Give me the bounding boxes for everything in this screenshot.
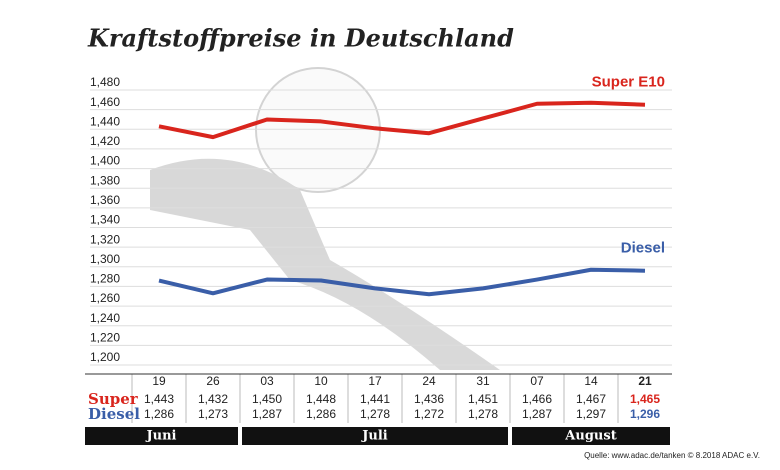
y-tick-label: 1,400 <box>90 154 120 168</box>
month-bar <box>85 427 238 445</box>
month-label: August <box>564 429 616 444</box>
month-label: Juli <box>361 429 388 444</box>
value-label: 1,441 <box>360 392 390 406</box>
y-tick-label: 1,340 <box>90 213 120 227</box>
value-label: 1,297 <box>576 407 606 421</box>
y-tick-label: 1,280 <box>90 272 120 286</box>
value-label: 1,278 <box>360 407 390 421</box>
value-label: 1,448 <box>306 392 336 406</box>
y-tick-label: 1,200 <box>90 350 120 364</box>
value-label: 1,287 <box>522 407 552 421</box>
pump-illustration <box>150 67 500 370</box>
series-line <box>158 100 646 140</box>
series-label: Diesel <box>621 240 665 257</box>
chart-title: Kraftstoffpreise in Deutschland <box>87 24 514 53</box>
x-tick-label: 31 <box>476 374 490 388</box>
y-tick-label: 1,360 <box>90 193 120 207</box>
series-label: Super E10 <box>592 74 665 91</box>
y-tick-label: 1,480 <box>90 75 120 89</box>
source: Quelle: www.adac.de/tanken © 8.2018 ADAC… <box>584 451 760 460</box>
y-tick-label: 1,420 <box>90 134 120 148</box>
value-label: 1,465 <box>630 392 660 406</box>
value-label: 1,436 <box>414 392 444 406</box>
month-label: Juni <box>146 429 177 444</box>
row-label: Super <box>88 390 139 408</box>
x-tick-label: 14 <box>584 374 598 388</box>
value-label: 1,450 <box>252 392 282 406</box>
value-label: 1,443 <box>144 392 174 406</box>
value-label: 1,451 <box>468 392 498 406</box>
y-tick-label: 1,240 <box>90 311 120 325</box>
value-label: 1,272 <box>414 407 444 421</box>
value-label: 1,467 <box>576 392 606 406</box>
month-bar <box>242 427 508 445</box>
x-tick-label: 17 <box>368 374 382 388</box>
x-tick-label: 21 <box>638 374 652 388</box>
y-tick-label: 1,380 <box>90 173 120 187</box>
y-tick-label: 1,460 <box>90 95 120 109</box>
y-tick-label: 1,320 <box>90 232 120 246</box>
value-label: 1,432 <box>198 392 228 406</box>
x-tick-label: 03 <box>260 374 274 388</box>
month-bar <box>512 427 670 445</box>
x-tick-label: 19 <box>152 374 166 388</box>
y-tick-label: 1,300 <box>90 252 120 266</box>
x-tick-label: 24 <box>422 374 436 388</box>
value-label: 1,466 <box>522 392 552 406</box>
y-tick-label: 1,220 <box>90 331 120 345</box>
x-tick-label: 10 <box>314 374 328 388</box>
y-tick-label: 1,440 <box>90 114 120 128</box>
value-label: 1,278 <box>468 407 498 421</box>
value-label: 1,287 <box>252 407 282 421</box>
value-label: 1,273 <box>198 407 228 421</box>
y-tick-label: 1,260 <box>90 291 120 305</box>
value-label: 1,296 <box>630 407 660 421</box>
value-label: 1,286 <box>144 407 174 421</box>
row-label: Diesel <box>88 405 140 423</box>
series-line <box>158 267 646 297</box>
x-tick-label: 07 <box>530 374 544 388</box>
value-label: 1,286 <box>306 407 336 421</box>
x-tick-label: 26 <box>206 374 220 388</box>
